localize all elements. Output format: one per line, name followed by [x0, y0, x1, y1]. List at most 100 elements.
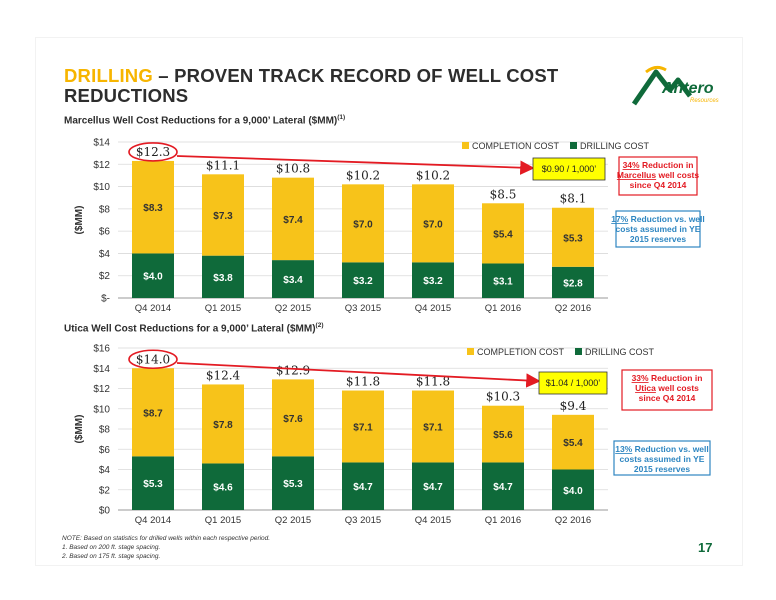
callout-red-line2: Utica well costs	[635, 383, 699, 393]
x-tick-label: Q1 2015	[205, 515, 241, 526]
footnote-2: 2. Based on 175 ft. stage spacing.	[62, 553, 161, 560]
bar-drilling	[202, 255, 244, 298]
footnote-note: NOTE: Based on statistics for drilled we…	[62, 535, 271, 542]
logo-subtext: Resources	[690, 98, 719, 104]
bar-completion	[482, 405, 524, 463]
bar-drilling	[552, 266, 594, 298]
legend-label-drilling: DRILLING COST	[585, 347, 655, 357]
bar-drilling	[482, 263, 524, 298]
y-tick-label: $0	[99, 506, 111, 517]
data-label-total: $12.3	[136, 145, 170, 159]
callout-blue-line3: 2015 reserves	[630, 234, 687, 244]
x-tick-label: Q2 2015	[275, 515, 311, 526]
highlight-ellipse	[128, 142, 178, 162]
highlight-ellipse	[128, 349, 178, 370]
x-tick-label: Q3 2015	[345, 515, 381, 526]
data-label-total: $11.8	[346, 375, 380, 389]
data-label-completion: $7.0	[353, 219, 373, 230]
rate-box-label: $0.90 / 1,000’	[542, 164, 597, 174]
data-label-total: $12.4	[206, 368, 241, 382]
data-label-drilling: $4.0	[563, 486, 583, 497]
data-label-total: $8.5	[490, 187, 517, 201]
x-tick-label: Q4 2015	[415, 515, 451, 526]
data-label-completion: $7.4	[283, 215, 303, 226]
y-tick-label: $8	[99, 204, 111, 215]
bar-completion	[552, 207, 594, 267]
data-label-completion: $5.3	[563, 233, 583, 244]
y-tick-label: $6	[99, 445, 111, 456]
bar-completion	[272, 379, 314, 457]
data-label-drilling: $4.0	[143, 272, 163, 283]
y-tick-label: $12	[93, 384, 110, 395]
data-label-total: $12.9	[276, 363, 310, 377]
data-label-completion: $8.7	[143, 408, 163, 419]
bar-completion	[272, 177, 314, 261]
antero-logo-icon	[631, 65, 692, 106]
callout-red-line3: since Q4 2014	[630, 180, 687, 190]
data-label-total: $14.0	[136, 352, 170, 366]
bar-completion	[552, 414, 594, 470]
data-label-drilling: $4.7	[493, 482, 513, 493]
data-label-completion: $7.3	[213, 211, 233, 222]
x-tick-label: Q2 2015	[275, 303, 311, 314]
bar-drilling	[342, 462, 384, 510]
x-tick-label: Q1 2016	[485, 303, 521, 314]
legend-label-drilling: DRILLING COST	[580, 141, 650, 151]
bar-drilling	[272, 260, 314, 298]
callout-red-box	[621, 369, 713, 411]
x-tick-label: Q1 2015	[205, 303, 241, 314]
y-tick-label: $6	[99, 227, 111, 238]
callout-red-line1: 33% Reduction in	[632, 373, 703, 383]
y-tick-label: $14	[93, 138, 110, 149]
bar-completion	[482, 203, 524, 264]
rate-box-label: $1.04 / 1,000’	[546, 378, 601, 388]
data-label-total: $8.1	[560, 192, 587, 206]
bar-drilling	[342, 262, 384, 298]
x-tick-label: Q3 2015	[345, 303, 381, 314]
bar-completion	[132, 368, 174, 457]
data-label-drilling: $3.2	[423, 276, 443, 287]
page-title-highlight: DRILLING	[64, 65, 153, 86]
data-label-drilling: $3.1	[493, 277, 513, 288]
data-label-drilling: $5.3	[143, 479, 163, 490]
y-tick-label: $4	[99, 465, 111, 476]
data-label-drilling: $4.7	[353, 482, 373, 493]
legend-swatch-drilling	[575, 348, 582, 355]
data-label-total: $11.8	[416, 375, 450, 389]
y-tick-label: $8	[99, 425, 111, 436]
data-label-total: $10.3	[486, 390, 520, 404]
data-label-completion: $7.8	[213, 420, 233, 431]
y-tick-label: $-	[101, 294, 110, 305]
callout-red-line3: since Q4 2014	[639, 393, 696, 403]
data-label-completion: $7.0	[423, 219, 443, 230]
bar-completion	[202, 174, 244, 256]
footnote-1: 1. Based on 200 ft. stage spacing.	[62, 544, 161, 551]
legend-label-completion: COMPLETION COST	[477, 347, 565, 357]
legend-swatch-completion	[462, 142, 469, 149]
trend-arrow	[176, 155, 535, 175]
logo-text: Antero	[662, 80, 714, 97]
data-label-drilling: $3.2	[353, 276, 373, 287]
bar-drilling	[202, 463, 244, 510]
x-tick-label: Q2 2016	[555, 515, 591, 526]
data-label-completion: $7.1	[423, 422, 443, 433]
bar-drilling	[552, 469, 594, 510]
y-axis-label: ($MM)	[74, 415, 85, 444]
data-label-completion: $7.6	[283, 414, 303, 425]
data-label-drilling: $3.8	[213, 273, 233, 284]
x-tick-label: Q4 2014	[135, 303, 171, 314]
y-axis-label: ($MM)	[74, 206, 85, 235]
bar-completion	[412, 390, 454, 463]
callout-blue-box	[613, 440, 711, 476]
data-label-completion: $5.6	[493, 430, 513, 441]
data-label-drilling: $3.4	[283, 275, 303, 286]
legend-label-completion: COMPLETION COST	[472, 141, 560, 151]
data-label-drilling: $2.8	[563, 278, 583, 289]
callout-blue-line2: costs assumed in YE	[620, 454, 705, 464]
rate-box	[538, 371, 608, 395]
y-tick-label: $2	[99, 485, 111, 496]
callout-blue-box	[615, 210, 701, 248]
y-tick-label: $16	[93, 344, 110, 355]
data-label-total: $9.4	[560, 399, 587, 413]
